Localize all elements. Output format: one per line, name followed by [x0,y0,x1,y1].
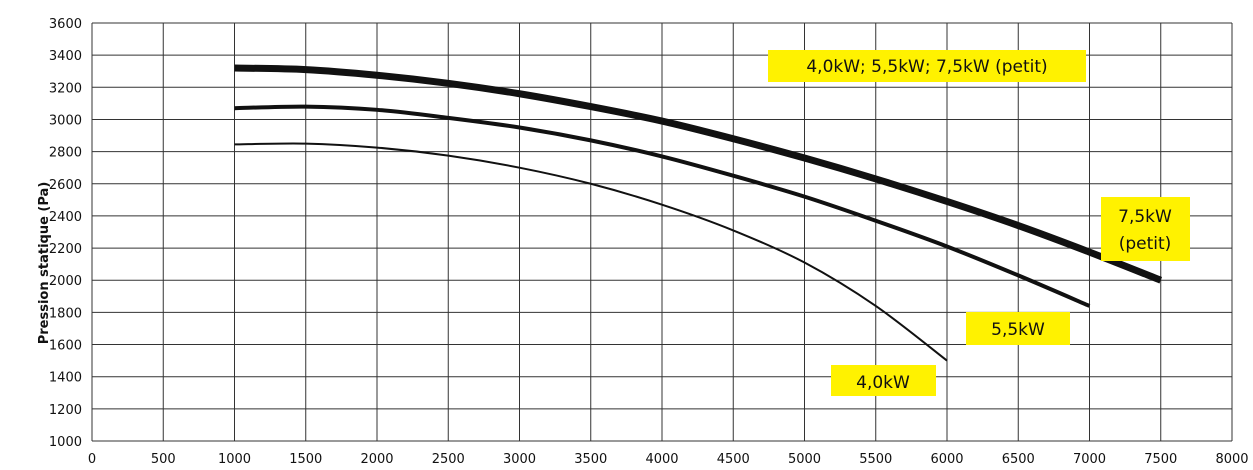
x-tick-label: 6000 [930,452,963,467]
y-tick-label: 3200 [49,81,82,96]
x-tick-label: 7000 [1073,452,1106,467]
y-tick-label: 1000 [49,435,82,450]
x-tick-label: 2500 [432,452,465,467]
annotation-7-5kw: 7,5kW (petit) [1101,197,1190,261]
annotation-5-5kw-text: 5,5kW [991,320,1045,340]
y-tick-label: 3400 [49,49,82,64]
y-tick-label: 1200 [49,403,82,418]
x-tick-label: 1500 [289,452,322,467]
annotation-7-5kw-line1: 7,5kW [1118,207,1172,227]
annotation-4-0kw-text: 4,0kW [856,373,910,393]
x-tick-label: 4500 [717,452,750,467]
y-tick-label: 3600 [49,17,82,32]
x-tick-label: 8000 [1215,452,1248,467]
x-tick-label: 2000 [360,452,393,467]
y-tick-label: 1600 [49,339,82,354]
y-tick-label: 2000 [49,274,82,289]
y-axis-label: Pression statique (Pa) [37,182,52,345]
y-tick-label: 2600 [49,178,82,193]
annotation-4-0kw: 4,0kW [831,365,936,396]
x-tick-label: 1000 [218,452,251,467]
x-axis-ticks: 0 500 1000 1500 2000 2500 3000 3500 4000 4500 5000… [88,452,1249,467]
y-tick-label: 1400 [49,371,82,386]
annotation-all-series: 4,0kW; 5,5kW; 7,5kW (petit) [768,50,1086,82]
annotation-5-5kw: 5,5kW [966,312,1070,345]
x-tick-label: 0 [88,452,96,467]
x-tick-label: 3000 [503,452,536,467]
y-tick-label: 1800 [49,306,82,321]
y-axis-ticks: 1000 1200 1400 1600 1800 2000 2200 2400 2600 2800… [49,17,82,450]
y-tick-label: 2200 [49,242,82,257]
grid [91,22,1233,442]
y-tick-label: 2800 [49,146,82,161]
x-tick-label: 6500 [1002,452,1035,467]
y-tick-label: 2400 [49,210,82,225]
series-line-2 [234,64,1163,284]
x-tick-label: 4000 [645,452,678,467]
x-tick-label: 500 [151,452,176,467]
y-tick-label: 3000 [49,113,82,128]
series [234,64,1163,362]
x-tick-label: 5500 [859,452,892,467]
series-line-0 [234,142,948,362]
series-line-1 [234,104,1091,308]
x-tick-label: 7500 [1144,452,1177,467]
annotation-all-series-text: 4,0kW; 5,5kW; 7,5kW (petit) [806,57,1047,77]
annotation-7-5kw-line2: (petit) [1119,234,1172,254]
x-tick-label: 5000 [788,452,821,467]
x-tick-label: 3500 [574,452,607,467]
